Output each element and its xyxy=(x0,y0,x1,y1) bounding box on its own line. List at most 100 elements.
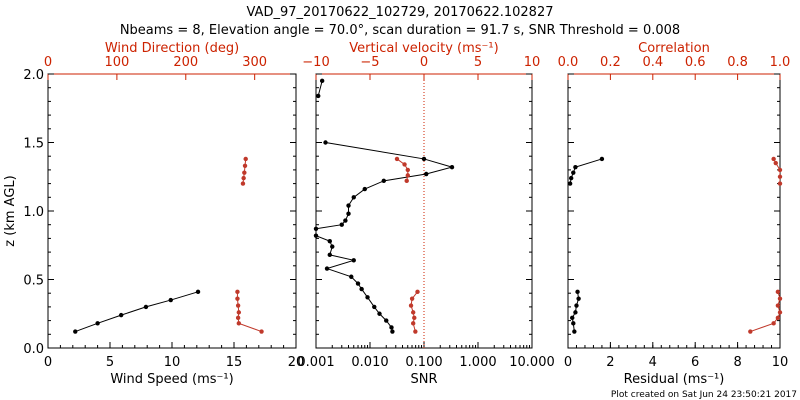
data-point xyxy=(404,178,409,184)
data-point xyxy=(313,226,319,232)
top-tick-label: 5 xyxy=(474,55,482,70)
top-axis-label: Vertical velocity (ms⁻¹) xyxy=(349,41,498,56)
data-point xyxy=(575,289,580,295)
data-point xyxy=(777,310,783,315)
data-point xyxy=(574,303,579,308)
data-point xyxy=(319,78,325,84)
top-tick-label: 300 xyxy=(242,55,267,70)
series-line-right-3 xyxy=(750,291,780,333)
data-point xyxy=(324,266,330,271)
data-point xyxy=(573,164,578,170)
series-line-middle-1 xyxy=(316,142,454,230)
data-point xyxy=(394,156,400,162)
data-point xyxy=(421,156,427,162)
bottom-tick-label: 6 xyxy=(691,355,699,370)
bottom-tick-label: 10 xyxy=(772,355,789,370)
bottom-tick-label: 0 xyxy=(44,355,52,370)
data-point xyxy=(236,310,242,315)
data-point xyxy=(413,329,418,334)
data-point xyxy=(567,181,573,186)
data-point xyxy=(777,167,783,173)
top-tick-label: 0.6 xyxy=(685,55,706,70)
top-axis-label: Wind Direction (deg) xyxy=(105,41,239,56)
data-point xyxy=(771,321,776,326)
data-point xyxy=(323,140,328,145)
data-point xyxy=(571,321,576,326)
data-point xyxy=(327,238,332,244)
bottom-tick-label: 0 xyxy=(564,355,572,370)
bottom-tick-label: 0.001 xyxy=(297,355,334,370)
bottom-axis-label: SNR xyxy=(410,372,437,387)
data-point xyxy=(346,203,351,208)
data-point xyxy=(359,286,364,292)
data-point xyxy=(316,93,321,99)
data-point xyxy=(412,315,417,321)
data-point xyxy=(415,289,420,295)
data-point xyxy=(384,318,389,323)
data-point xyxy=(411,310,416,315)
y-tick-label: 1.5 xyxy=(23,137,44,152)
data-point xyxy=(777,174,783,179)
y-tick-label: 2.0 xyxy=(23,68,44,83)
data-point xyxy=(195,289,201,295)
data-point xyxy=(576,296,581,301)
data-point xyxy=(118,312,124,318)
data-point xyxy=(349,274,354,279)
data-point xyxy=(235,315,241,321)
series-line-left-1 xyxy=(236,291,262,333)
data-point xyxy=(235,289,240,295)
chart-title: VAD_97_20170622_102729, 20170622.102827 xyxy=(247,5,554,20)
data-point xyxy=(572,329,577,334)
top-tick-label: 1.0 xyxy=(770,55,791,70)
panel-frame-right xyxy=(567,73,781,349)
top-tick-label: 0.4 xyxy=(642,55,663,70)
data-point xyxy=(402,162,407,167)
series-line-left-0 xyxy=(75,291,199,333)
data-point xyxy=(389,325,394,330)
data-point xyxy=(235,303,241,308)
data-point xyxy=(777,181,783,186)
bottom-tick-label: 15 xyxy=(226,355,243,370)
data-point xyxy=(242,170,247,175)
bottom-tick-label: 5 xyxy=(106,355,114,370)
data-point xyxy=(449,164,455,170)
data-point xyxy=(381,178,386,184)
data-point xyxy=(241,175,246,181)
data-point xyxy=(405,167,410,173)
data-point xyxy=(771,156,776,162)
data-point xyxy=(240,181,246,186)
data-point xyxy=(773,160,778,166)
bottom-axis-label: Residual (ms⁻¹) xyxy=(624,372,725,387)
data-point xyxy=(346,211,351,216)
data-point xyxy=(362,186,367,192)
data-point xyxy=(73,329,78,334)
data-point xyxy=(570,315,575,321)
data-point xyxy=(748,329,753,334)
data-point xyxy=(236,321,242,326)
bottom-tick-label: 10.000 xyxy=(509,355,555,370)
bottom-tick-label: 10 xyxy=(164,355,181,370)
top-tick-label: 100 xyxy=(104,55,129,70)
chart-subtitle: Nbeams = 8, Elevation angle = 70.0°, sca… xyxy=(120,23,680,38)
data-point xyxy=(235,296,240,301)
data-point xyxy=(327,252,332,258)
top-axis-label: Correlation xyxy=(638,41,710,56)
bottom-tick-label: 0.100 xyxy=(405,355,442,370)
data-point xyxy=(330,244,335,249)
data-point xyxy=(573,310,578,315)
data-point xyxy=(143,304,149,310)
data-point xyxy=(355,281,361,286)
bottom-tick-label: 20 xyxy=(288,355,305,370)
data-point xyxy=(424,171,429,177)
data-point xyxy=(411,321,416,326)
data-point xyxy=(168,297,173,303)
plot-created-footer: Plot created on Sat Jun 24 23:50:21 2017 xyxy=(611,390,797,400)
bottom-tick-label: 8 xyxy=(733,355,741,370)
data-point xyxy=(259,329,264,334)
data-point xyxy=(568,175,574,181)
top-tick-label: −10 xyxy=(302,55,329,70)
data-point xyxy=(777,296,783,301)
data-point xyxy=(377,311,382,316)
panel-frame-left xyxy=(47,73,297,349)
